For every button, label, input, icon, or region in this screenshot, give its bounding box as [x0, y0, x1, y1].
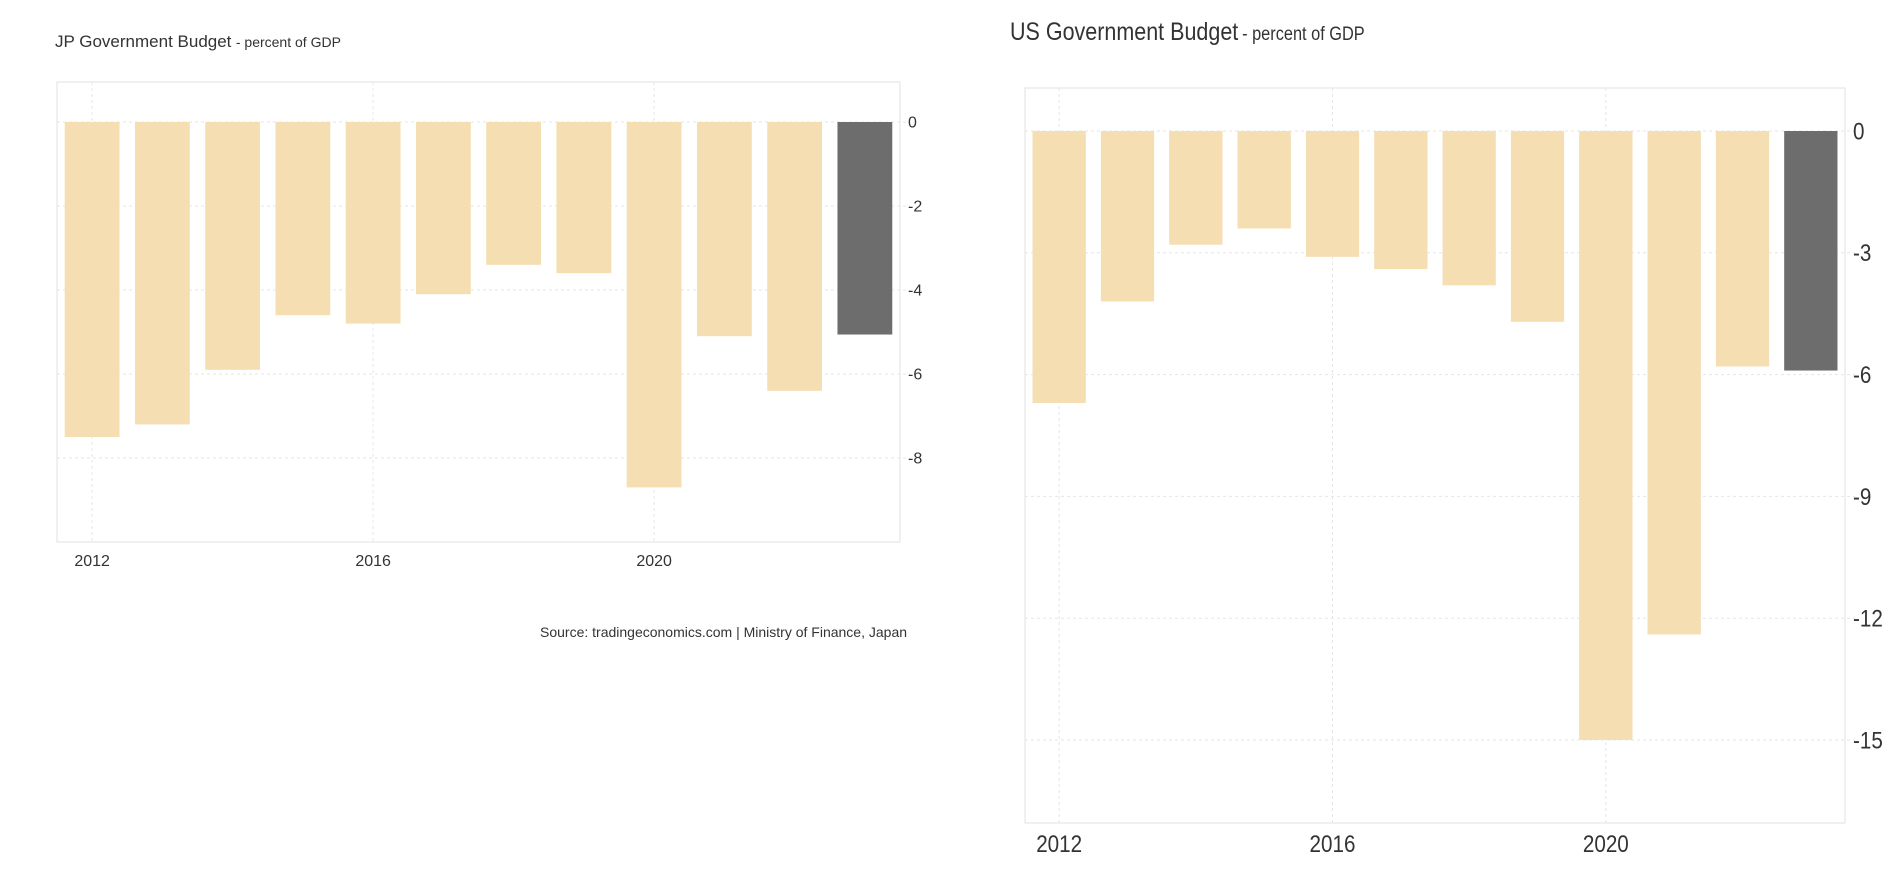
jp-bar-2014 — [205, 122, 261, 370]
us-chart-subtitle: - percent of GDP — [1242, 24, 1365, 45]
us-chart-title: US Government Budget - percent of GDP — [1010, 18, 1365, 47]
us-x-tick-label: 2016 — [1310, 831, 1356, 858]
jp-bar-2018 — [486, 122, 542, 265]
jp-bar-2020 — [626, 122, 682, 488]
jp-chart-title-main: JP Government Budget — [55, 32, 232, 51]
jp-chart-title: JP Government Budget - percent of GDP — [55, 32, 341, 52]
us-bar-2020 — [1579, 131, 1633, 740]
jp-bar-2012 — [64, 122, 120, 437]
jp-chart-subtitle: - percent of GDP — [235, 34, 341, 50]
jp-y-tick-label: -4 — [908, 283, 922, 300]
us-bar-2015 — [1237, 131, 1291, 229]
jp-bar-2021 — [696, 122, 752, 337]
jp-bar-2023 — [837, 122, 893, 335]
us-bar-2017 — [1374, 131, 1428, 270]
us-x-tick-label: 2020 — [1583, 831, 1629, 858]
us-bar-2016 — [1305, 131, 1360, 257]
jp-plot-frame — [56, 81, 901, 543]
jp-x-tick-label: 2012 — [74, 553, 110, 570]
us-x-tick-label: 2012 — [1036, 831, 1082, 858]
us-bar-2018 — [1442, 131, 1496, 286]
us-plot-frame — [1024, 87, 1846, 824]
jp-y-tick-label: -8 — [908, 451, 922, 468]
jp-bar-2019 — [556, 122, 612, 274]
us-y-tick-label: -3 — [1853, 240, 1871, 267]
us-y-tick-label: -15 — [1853, 727, 1883, 754]
us-bar-2019 — [1510, 131, 1565, 322]
jp-y-tick-label: 0 — [908, 115, 917, 132]
us-chart-title-main: US Government Budget — [1010, 18, 1239, 46]
us-y-tick-label: -12 — [1853, 605, 1883, 632]
jp-x-tick-label: 2020 — [636, 553, 672, 570]
jp-bar-2015 — [275, 122, 331, 316]
us-bar-2012 — [1032, 131, 1086, 404]
jp-bar-2013 — [134, 122, 190, 425]
us-y-tick-label: -9 — [1853, 483, 1871, 510]
jp-y-tick-label: -6 — [908, 367, 922, 384]
us-bar-2021 — [1647, 131, 1701, 635]
jp-bar-2016 — [345, 122, 401, 324]
jp-chart-source: Source: tradingeconomics.com | Ministry … — [540, 624, 908, 640]
jp-x-tick-label: 2016 — [355, 553, 391, 570]
us-bar-2014 — [1169, 131, 1223, 245]
us-bar-2023 — [1784, 131, 1838, 371]
us-bar-2013 — [1100, 131, 1155, 302]
jp-bar-2017 — [415, 122, 471, 295]
jp-bar-2022 — [767, 122, 823, 391]
us-bar-2022 — [1715, 131, 1770, 367]
jp-y-tick-label: -2 — [908, 199, 922, 216]
us-y-tick-label: 0 — [1853, 118, 1864, 145]
us-y-tick-label: -6 — [1853, 362, 1871, 389]
